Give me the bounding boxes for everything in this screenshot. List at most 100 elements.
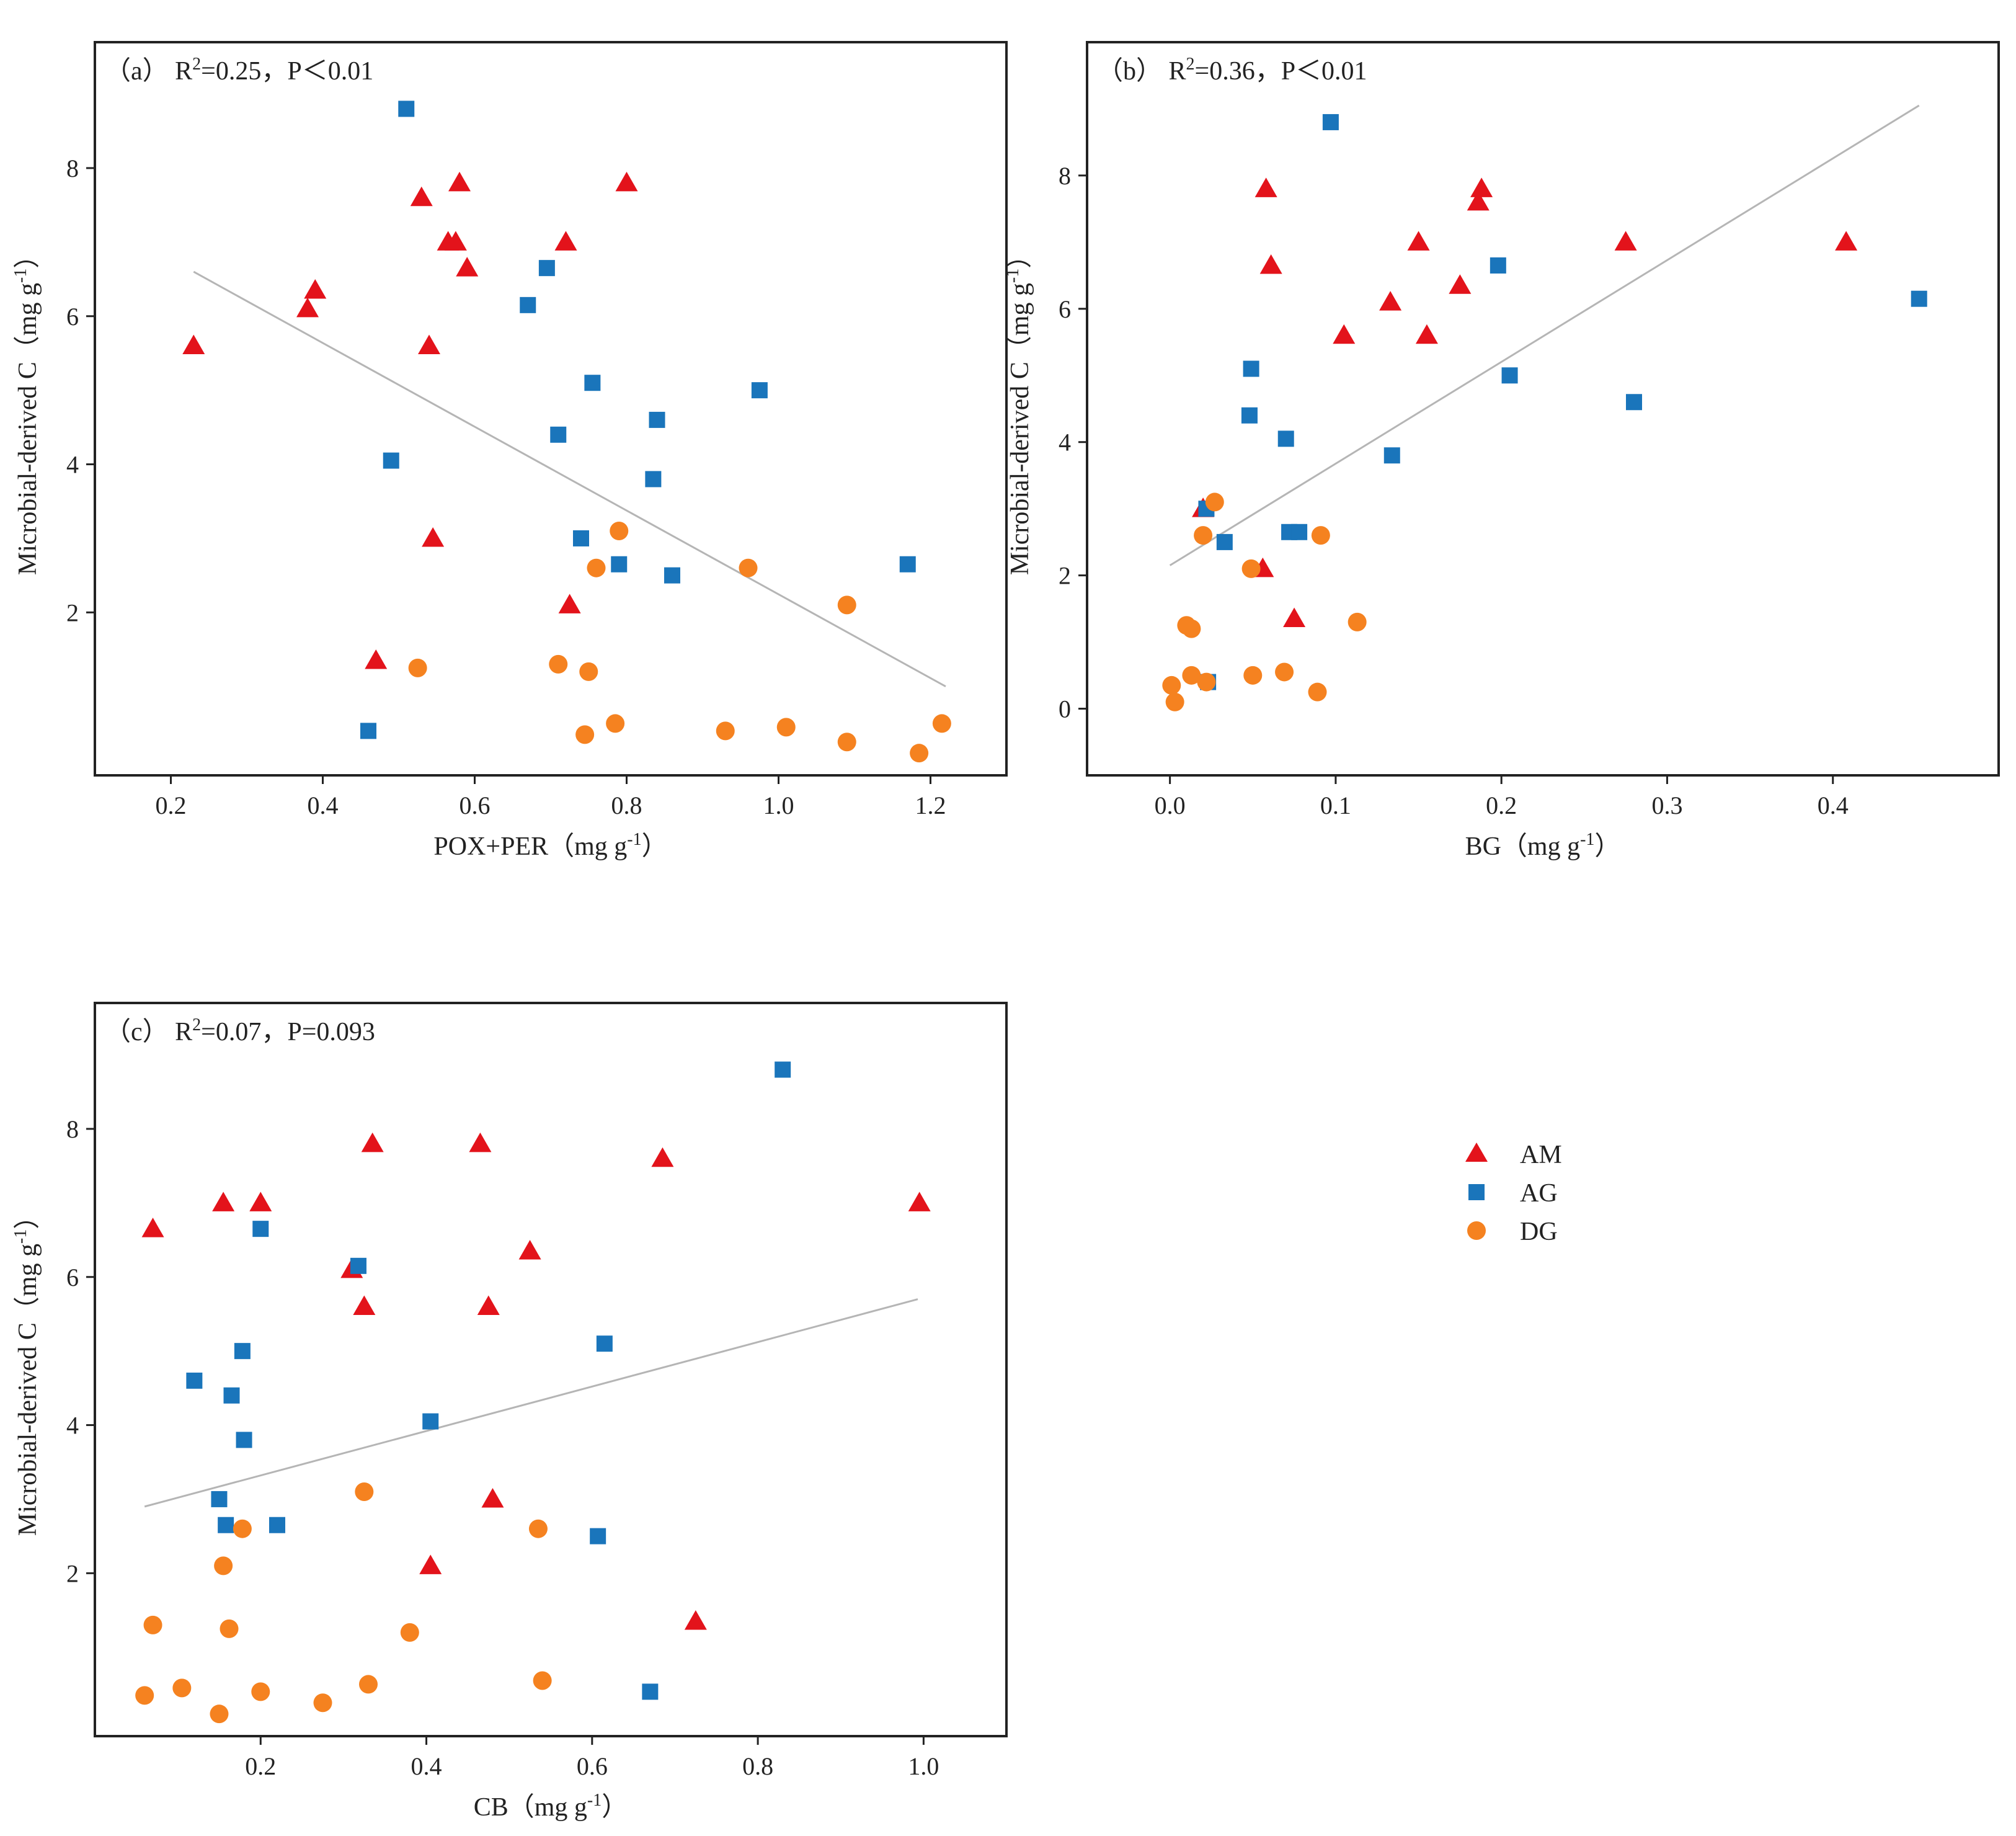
point-ag [642, 1683, 659, 1700]
point-dg [1182, 619, 1201, 638]
legend-label: AM [1520, 1141, 1562, 1169]
x-axis-label-text: BG（mg g [1465, 832, 1581, 861]
point-dg [606, 714, 625, 733]
point-am [1283, 607, 1306, 627]
stat-annotation-sup: 2 [1186, 55, 1195, 74]
point-ag [1241, 407, 1258, 424]
point-ag [590, 1528, 606, 1544]
y-tick-label: 8 [66, 1115, 79, 1143]
point-am [361, 1132, 384, 1152]
point-ag [1322, 114, 1339, 130]
point-dg [533, 1671, 552, 1690]
y-tick-label: 6 [66, 303, 79, 331]
point-am [1333, 324, 1356, 344]
series-AG [360, 100, 916, 739]
series-AG [186, 1061, 791, 1700]
x-axis-label-close: ） [1594, 832, 1620, 861]
stat-annotation-sup: 2 [192, 1015, 201, 1035]
legend-square-marker [1468, 1184, 1485, 1200]
point-dg [251, 1682, 270, 1701]
y-axis-label-sup: -1 [11, 269, 30, 283]
series-AM [1192, 177, 1858, 627]
point-ag [234, 1343, 251, 1360]
point-am [456, 257, 479, 277]
point-am [481, 1487, 504, 1508]
y-tick-label: 0 [1059, 695, 1071, 723]
y-tick-label: 2 [66, 599, 79, 626]
x-axis-label-text: CB（mg g [474, 1793, 587, 1822]
point-dg [1241, 559, 1261, 578]
y-axis-label-sup: -1 [1003, 269, 1023, 283]
point-am [410, 186, 433, 207]
series-AM [141, 1132, 931, 1630]
point-dg [1243, 666, 1263, 685]
series-DG [408, 522, 951, 763]
point-dg [1165, 692, 1184, 711]
point-ag [383, 452, 399, 469]
point-dg [575, 725, 595, 744]
y-axis-label-sup: -1 [11, 1229, 30, 1244]
point-ag [218, 1517, 234, 1533]
point-am [1379, 291, 1402, 311]
point-dg [1194, 526, 1213, 545]
point-dg [220, 1619, 239, 1638]
x-tick-label: 0.2 [156, 791, 187, 819]
legend-item-AG: AG [1468, 1179, 1558, 1208]
point-dg [910, 744, 929, 763]
point-ag [269, 1517, 285, 1533]
x-tick-label: 0.2 [1486, 791, 1517, 819]
point-dg [355, 1482, 374, 1501]
y-axis-label-close: ） [14, 1203, 42, 1229]
point-ag [398, 100, 415, 117]
series-AG [1198, 114, 1927, 690]
point-ag [236, 1432, 252, 1448]
point-dg [610, 522, 629, 540]
x-tick-label: 0.8 [742, 1752, 773, 1780]
y-axis-label-close: ） [1006, 243, 1034, 269]
point-dg [1182, 666, 1201, 685]
y-tick-label: 4 [1059, 429, 1071, 457]
point-am [1470, 177, 1493, 197]
y-tick-label: 4 [66, 451, 79, 479]
point-dg [1162, 675, 1181, 695]
point-ag [1216, 533, 1233, 550]
y-axis-label-close: ） [14, 243, 42, 269]
legend-item-AM: AM [1465, 1141, 1562, 1169]
point-ag [1490, 257, 1506, 274]
point-dg [587, 558, 606, 577]
point-ag [1277, 430, 1294, 447]
x-axis-label-close: ） [642, 832, 668, 861]
stat-annotation-suffix: =0.36，P＜0.01 [1195, 57, 1367, 86]
stat-annotation: （c） R2=0.07，P=0.093 [105, 1015, 375, 1046]
point-dg [408, 658, 427, 677]
stat-annotation-suffix: =0.07，P=0.093 [201, 1018, 375, 1046]
stat-annotation-prefix: （c） R [105, 1018, 192, 1046]
point-ag [350, 1257, 366, 1274]
x-tick-label: 1.2 [915, 791, 946, 819]
point-am [1835, 231, 1858, 251]
point-am [1449, 274, 1472, 294]
point-am [419, 1554, 442, 1574]
series-DG [135, 1482, 552, 1724]
point-dg [1348, 612, 1367, 631]
legend-label: AG [1520, 1179, 1558, 1208]
point-ag [584, 375, 601, 391]
x-tick-label: 0.8 [611, 791, 642, 819]
point-dg [313, 1693, 332, 1713]
plot-frame [1086, 41, 2000, 777]
point-am [444, 231, 467, 251]
point-dg [579, 662, 598, 681]
point-ag [1291, 524, 1308, 540]
stat-annotation-prefix: （a） R [105, 57, 192, 86]
y-tick-label: 6 [1059, 295, 1071, 323]
point-ag [751, 382, 768, 399]
y-tick-label: 4 [66, 1412, 79, 1440]
point-dg [233, 1519, 252, 1538]
point-am [1407, 231, 1430, 251]
x-axis-label-text: POX+PER（mg g [433, 832, 627, 861]
point-dg [837, 733, 856, 752]
point-am [182, 334, 205, 355]
